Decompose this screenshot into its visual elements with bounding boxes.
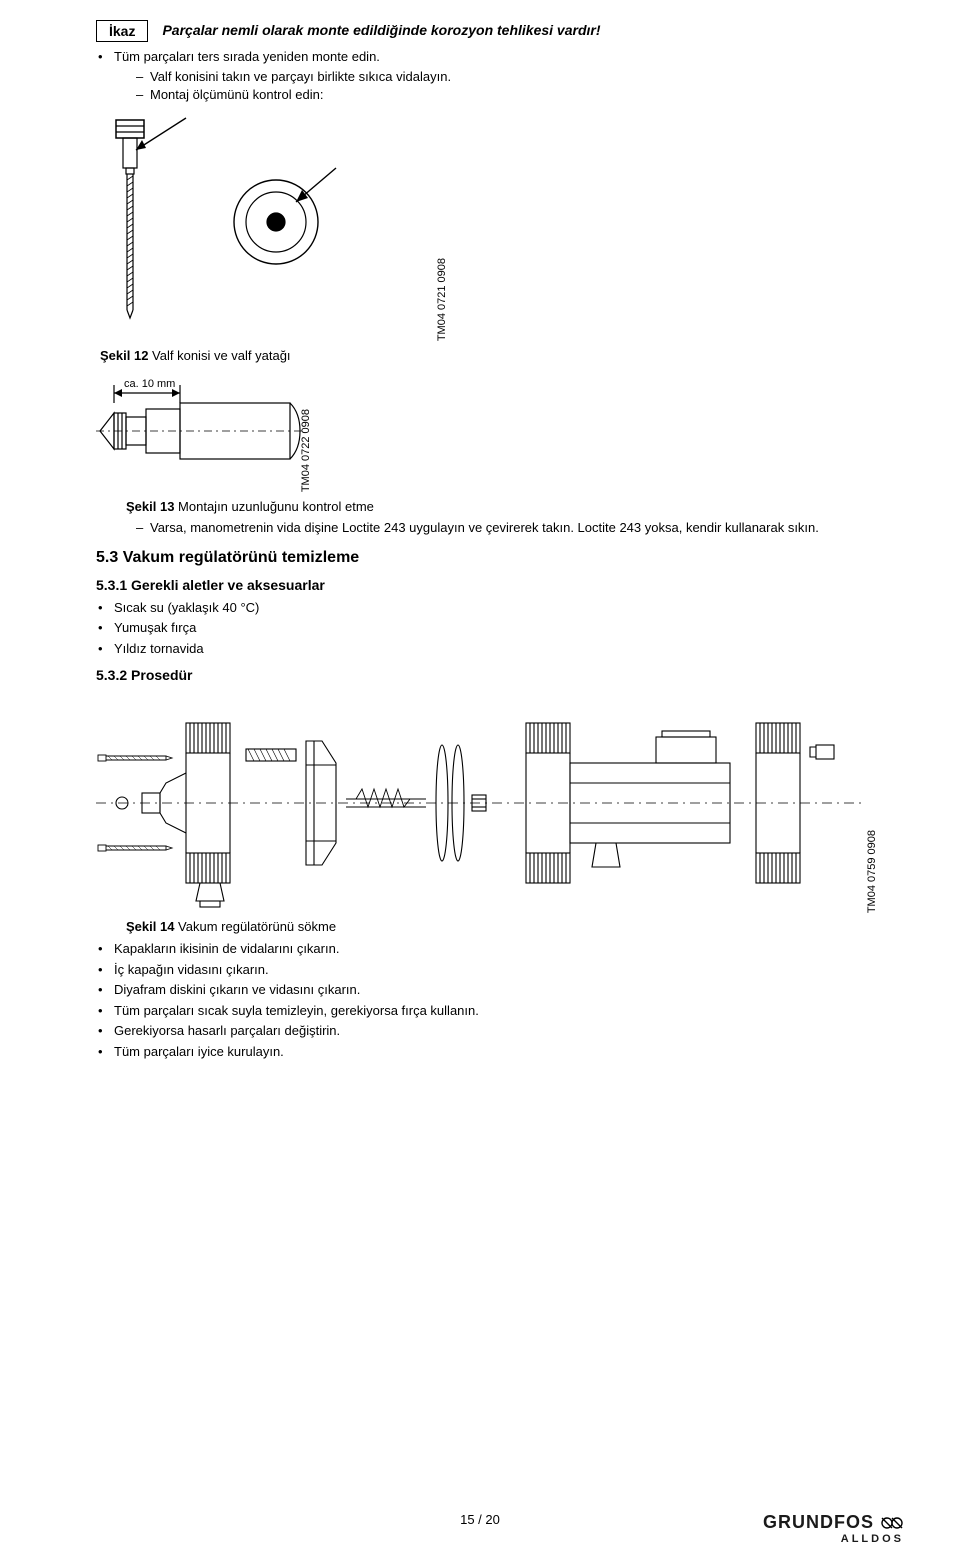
brand-sub: ALLDOS bbox=[763, 1533, 904, 1545]
procedure-item: Kapakların ikisinin de vidalarını çıkarı… bbox=[96, 940, 904, 958]
tool-item: Yıldız tornavida bbox=[96, 640, 904, 658]
caution-text: Parçalar nemli olarak monte edildiğinde … bbox=[162, 20, 600, 38]
figure-12-tm: TM04 0721 0908 bbox=[436, 258, 448, 341]
figure-14: TM04 0759 0908 bbox=[96, 693, 904, 913]
heading-5-3: 5.3 Vakum regülatörünü temizleme bbox=[96, 549, 904, 567]
figure-14-caption: Şekil 14 Vakum regülatörünü sökme bbox=[126, 919, 904, 934]
figure-14-tm: TM04 0759 0908 bbox=[866, 830, 878, 913]
procedure-item: Diyafram diskini çıkarın ve vidasını çık… bbox=[96, 981, 904, 999]
figure-13-dim: ca. 10 mm bbox=[124, 378, 175, 390]
figure-12: TM04 0721 0908 bbox=[96, 112, 904, 342]
figure-13-caption: Şekil 13 Montajın uzunluğunu kontrol etm… bbox=[126, 499, 904, 514]
procedure-item: Tüm parçaları iyice kurulayın. bbox=[96, 1043, 904, 1061]
figure-14-caption-text: Vakum regülatörünü sökme bbox=[174, 919, 336, 934]
caution-label: İkaz bbox=[96, 20, 148, 42]
figure-12-svg bbox=[96, 112, 436, 342]
figure-14-caption-num: Şekil 14 bbox=[126, 919, 174, 934]
tool-item: Yumuşak fırça bbox=[96, 619, 904, 637]
figure-12-caption: Şekil 12 Valf konisi ve valf yatağı bbox=[100, 348, 904, 363]
figure-13: ca. 10 mm TM04 0722 0908 bbox=[96, 373, 904, 493]
figure-13-caption-text: Montajın uzunluğunu kontrol etme bbox=[174, 499, 373, 514]
intro-sub1: Valf konisini takın ve parçayı birlikte … bbox=[136, 69, 904, 84]
procedure-item: İç kapağın vidasını çıkarın. bbox=[96, 961, 904, 979]
figure-14-svg bbox=[96, 693, 866, 913]
figure-13-sub: Varsa, manometrenin vida dişine Loctite … bbox=[136, 520, 904, 535]
caution-row: İkaz Parçalar nemli olarak monte edildiğ… bbox=[96, 20, 904, 42]
brand-icon bbox=[880, 1514, 904, 1532]
heading-5-3-1: 5.3.1 Gerekli aletler ve aksesuarlar bbox=[96, 577, 904, 593]
procedure-item: Tüm parçaları sıcak suyla temizleyin, ge… bbox=[96, 1002, 904, 1020]
intro-list: Tüm parçaları ters sırada yeniden monte … bbox=[96, 48, 904, 66]
procedure-list: Kapakların ikisinin de vidalarını çıkarı… bbox=[96, 940, 904, 1060]
figure-13-caption-num: Şekil 13 bbox=[126, 499, 174, 514]
figure-12-caption-text: Valf konisi ve valf yatağı bbox=[148, 348, 290, 363]
procedure-item: Gerekiyorsa hasarlı parçaları değiştirin… bbox=[96, 1022, 904, 1040]
heading-5-3-2: 5.3.2 Prosedür bbox=[96, 667, 904, 683]
figure-12-caption-num: Şekil 12 bbox=[100, 348, 148, 363]
intro-sub2: Montaj ölçümünü kontrol edin: bbox=[136, 87, 904, 102]
brand-name: GRUNDFOS bbox=[763, 1512, 874, 1532]
figure-13-svg: ca. 10 mm bbox=[96, 373, 306, 493]
figure-13-tm: TM04 0722 0908 bbox=[300, 409, 312, 492]
brand-logo: GRUNDFOS ALLDOS bbox=[763, 1512, 904, 1545]
tool-item: Sıcak su (yaklaşık 40 °C) bbox=[96, 599, 904, 617]
tools-list: Sıcak su (yaklaşık 40 °C) Yumuşak fırça … bbox=[96, 599, 904, 658]
intro-bullet: Tüm parçaları ters sırada yeniden monte … bbox=[96, 48, 904, 66]
